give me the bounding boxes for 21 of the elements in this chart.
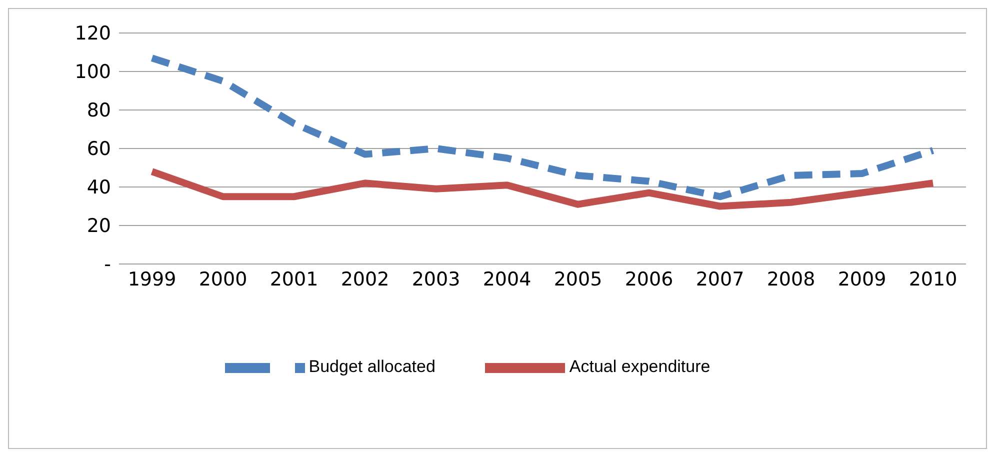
x-tick-label: 2000 <box>198 268 248 290</box>
legend-label: Budget allocated <box>308 357 436 376</box>
y-tick-label: 120 <box>74 22 111 45</box>
x-tick-label: 2008 <box>766 268 816 290</box>
x-tick-label: 2003 <box>412 268 460 290</box>
x-tick-label: 2002 <box>340 268 390 290</box>
x-tick-label: 2001 <box>270 268 318 290</box>
legend-label: Actual expenditure <box>569 357 710 376</box>
y-tick-label: 80 <box>86 100 111 122</box>
y-tick-label: 100 <box>74 61 111 84</box>
y-tick-label: 60 <box>86 138 111 160</box>
x-tick-label: 1999 <box>128 268 176 290</box>
x-tick-label: 2010 <box>908 268 958 290</box>
y-tick-label: 20 <box>86 215 111 238</box>
x-tick-label: 2004 <box>482 268 532 290</box>
y-tick-label: - <box>104 254 111 276</box>
x-tick-label: 2006 <box>624 268 674 290</box>
x-tick-label: 2005 <box>554 268 602 290</box>
x-tick-label: 2009 <box>838 268 886 290</box>
x-tick-label: 2007 <box>696 268 744 290</box>
y-tick-label: 40 <box>86 176 111 199</box>
